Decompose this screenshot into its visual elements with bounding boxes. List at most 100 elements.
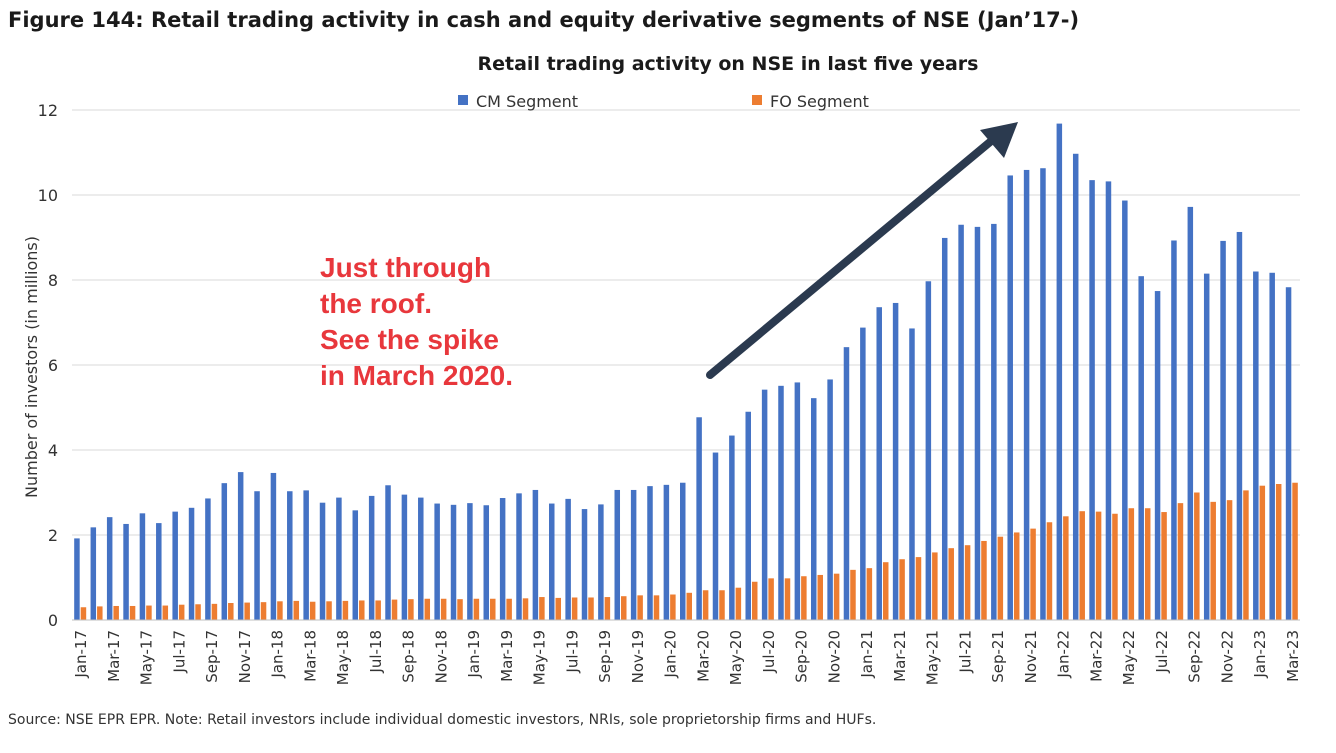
bar [843, 347, 850, 620]
bar [833, 573, 840, 620]
bar [827, 379, 833, 620]
bar [948, 548, 954, 620]
bar [211, 603, 218, 620]
bar [277, 601, 283, 620]
x-tick-label: Mar-20 [694, 630, 712, 682]
bar [156, 523, 162, 620]
bar [375, 600, 381, 620]
x-tick-label: Jul-19 [563, 630, 581, 674]
bar [254, 491, 260, 620]
bar [866, 568, 873, 620]
bar [1023, 169, 1030, 620]
y-tick-label: 8 [48, 271, 58, 290]
x-tick-label: Sep-22 [1186, 630, 1204, 683]
bar [359, 600, 365, 620]
annotation-line: in March 2020. [320, 360, 513, 391]
bar [532, 489, 539, 620]
bar [696, 417, 702, 620]
bar [499, 498, 506, 620]
bar [719, 590, 725, 620]
bar [467, 503, 473, 621]
bar [571, 597, 578, 620]
bar [1161, 512, 1167, 620]
bar [90, 527, 97, 620]
bar [680, 482, 686, 620]
bar [450, 504, 457, 620]
x-tick-label: Jul-21 [956, 630, 974, 674]
x-tick-label: May-21 [924, 630, 942, 685]
bar [899, 559, 905, 620]
bar [686, 592, 692, 620]
bar [342, 600, 349, 621]
bar [205, 498, 211, 620]
bar [882, 562, 889, 620]
bar [735, 587, 742, 620]
bar [237, 472, 244, 620]
bar [516, 493, 522, 620]
arrow-head [980, 122, 1018, 158]
bar [195, 604, 201, 620]
bar [850, 569, 856, 620]
bar [368, 495, 375, 620]
legend-label: FO Segment [770, 92, 869, 111]
bar [522, 598, 529, 620]
bar [958, 224, 964, 620]
annotation-line: the roof. [320, 288, 432, 319]
y-tick-label: 4 [48, 441, 58, 460]
bar [653, 595, 660, 620]
bar [1105, 181, 1112, 620]
bar [915, 557, 922, 620]
annotation-text: Just through the roof. See the spike in Mar… [320, 252, 513, 391]
bar [817, 574, 823, 620]
bar [981, 540, 987, 620]
bar [74, 538, 80, 620]
bar [925, 281, 932, 620]
bar [1236, 231, 1243, 620]
x-tick-label: Jul-22 [1153, 630, 1171, 674]
bar [473, 598, 480, 620]
bar [106, 517, 113, 620]
bar [810, 398, 817, 620]
x-tick-label: Nov-17 [236, 630, 254, 683]
legend: CM Segment FO Segment [458, 92, 869, 111]
bar [588, 597, 594, 620]
bar [1013, 532, 1020, 620]
bar [303, 490, 309, 621]
bar [490, 598, 496, 620]
bar [860, 327, 866, 620]
x-tick-label: Jan-19 [465, 630, 483, 679]
bar [565, 498, 571, 621]
bar [761, 389, 768, 620]
x-tick-label: Sep-21 [989, 630, 1007, 683]
bar [1292, 482, 1298, 620]
bar [702, 590, 709, 620]
bar [97, 606, 103, 620]
bar [876, 307, 882, 620]
bar [178, 604, 185, 620]
bar [123, 523, 129, 620]
x-tick-label: Jan-20 [662, 630, 680, 679]
bar [1285, 287, 1292, 620]
bar [1112, 513, 1118, 620]
bar [932, 552, 938, 620]
bar [1030, 528, 1036, 621]
trend-arrow [706, 122, 1018, 379]
bar [440, 598, 447, 620]
bar [1187, 206, 1194, 620]
bar [663, 484, 670, 620]
bar [457, 599, 463, 620]
bar [188, 507, 195, 620]
bar [1079, 511, 1085, 620]
bar [221, 483, 228, 620]
bar [1046, 522, 1053, 620]
bar [1095, 511, 1102, 621]
y-tick-label: 0 [48, 611, 58, 630]
bar [794, 382, 801, 620]
bar [1171, 240, 1177, 621]
legend-label: CM Segment [476, 92, 578, 111]
bar [1194, 492, 1200, 620]
bar [287, 491, 293, 620]
bar [1138, 276, 1144, 620]
x-tick-label: Mar-22 [1087, 630, 1105, 682]
y-tick-label: 12 [38, 101, 58, 120]
